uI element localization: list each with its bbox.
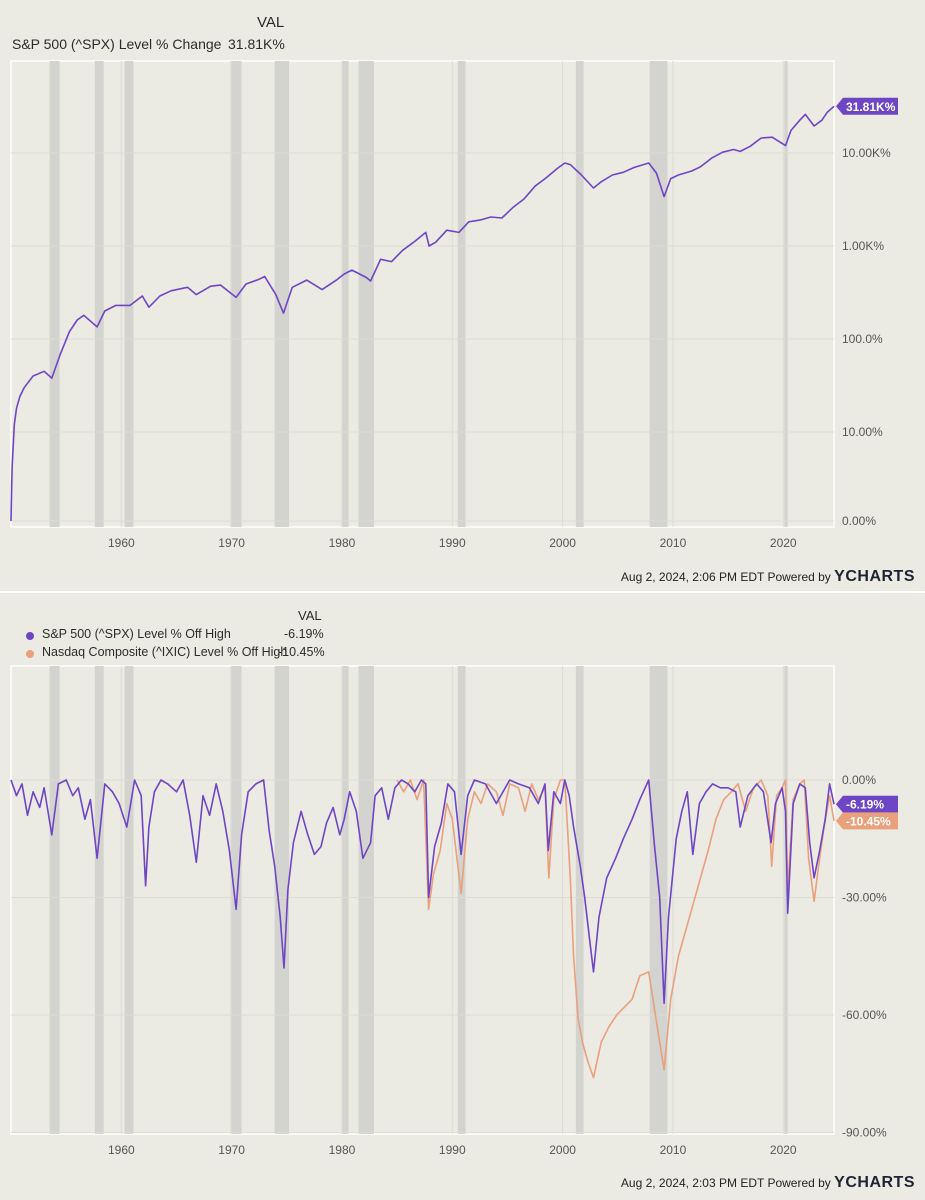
series-line [10, 779, 835, 1005]
timestamp-text: Aug 2, 2024, 2:03 PM EDT Powered by [620, 1176, 831, 1190]
series-line [10, 105, 835, 522]
end-value-label: -10.45% [846, 814, 891, 828]
recession-band [649, 61, 668, 527]
recession-band [274, 61, 290, 527]
bottom-chart-panel: VAL S&P 500 (^SPX) Level % Off High -6.1… [0, 594, 925, 1200]
y-tick-label: -60.00% [842, 1008, 887, 1022]
plot-border [10, 665, 835, 1135]
end-value-tag [836, 795, 898, 813]
recession-band [358, 666, 374, 1134]
x-tick-label: 2020 [770, 536, 797, 550]
y-tick-label: -30.00% [842, 891, 887, 905]
y-tick-label: -90.00% [842, 1126, 887, 1140]
recession-band [230, 61, 242, 527]
recession-band [341, 61, 349, 527]
recession-band [49, 61, 60, 527]
x-tick-label: 1960 [108, 1143, 135, 1157]
y-tick-label: 10.00% [842, 425, 883, 439]
recession-band [124, 61, 134, 527]
x-tick-label: 2010 [660, 1143, 687, 1157]
legend-value-spx: -6.19% [284, 627, 324, 641]
timestamp-text: Aug 2, 2024, 2:06 PM EDT Powered by [620, 570, 831, 584]
x-tick-label: 1990 [439, 536, 466, 550]
x-tick-label: 2000 [549, 536, 576, 550]
y-tick-label: 100.0% [842, 332, 883, 346]
x-tick-label: 2000 [549, 1143, 576, 1157]
x-tick-label: 2010 [660, 536, 687, 550]
ycharts-logo: YCHARTS [834, 568, 915, 585]
legend-label-nasdaq: Nasdaq Composite (^IXIC) Level % Off Hig… [42, 645, 288, 659]
x-tick-label: 1970 [218, 1143, 245, 1157]
chart-title: S&P 500 (^SPX) Level % Change [12, 36, 222, 52]
val-column-header: VAL [298, 608, 322, 623]
footer: Aug 2, 2024, 2:03 PM EDT Powered by YCHA… [621, 1174, 915, 1192]
recession-band [784, 61, 788, 527]
recession-band [358, 61, 374, 527]
bottom-line-chart: 0.00% -30.00% -60.00% -90.00% 1960 1970 1980 19… [10, 665, 898, 1157]
y-tick-label: 10.00K% [842, 146, 891, 160]
x-tick-label: 2020 [770, 1143, 797, 1157]
legend-dot-spx [26, 632, 34, 640]
end-value-tag [836, 812, 898, 830]
recession-band [457, 666, 466, 1134]
recession-band [49, 666, 60, 1134]
recession-band [94, 666, 104, 1134]
x-tick-label: 1980 [329, 536, 356, 550]
chart-title-value: 31.81K% [228, 36, 285, 52]
legend-value-nasdaq: -10.45% [278, 645, 325, 659]
plot-border [10, 60, 835, 528]
recession-band [124, 666, 134, 1134]
end-value-tag [836, 97, 898, 115]
end-value-label: -6.19% [846, 798, 884, 812]
end-value-label: 31.81K% [846, 100, 896, 114]
x-tick-label: 1960 [108, 536, 135, 550]
y-tick-label: 0.00% [842, 773, 876, 787]
legend-label-spx: S&P 500 (^SPX) Level % Off High [42, 627, 231, 641]
x-tick-label: 1970 [218, 536, 245, 550]
y-tick-label: 1.00K% [842, 239, 884, 253]
recession-band [575, 666, 584, 1134]
recession-band [457, 61, 466, 527]
recession-band [94, 61, 104, 527]
top-chart-panel: VAL S&P 500 (^SPX) Level % Change 31.81K… [0, 0, 925, 592]
recession-band [575, 61, 584, 527]
legend-dot-nasdaq [26, 650, 34, 658]
footer: Aug 2, 2024, 2:06 PM EDT Powered by YCHA… [621, 568, 915, 586]
ycharts-logo: YCHARTS [834, 1174, 915, 1191]
x-tick-label: 1990 [439, 1143, 466, 1157]
series-line [396, 779, 835, 1079]
val-column-header: VAL [257, 14, 285, 31]
y-tick-label: 0.00% [842, 514, 876, 528]
x-tick-label: 1980 [329, 1143, 356, 1157]
panel-divider [0, 591, 925, 593]
top-line-chart: 0.00% 10.00% 100.0% 1.00K% 10.00K% 1960 1970 19… [10, 60, 898, 550]
recession-band [784, 666, 788, 1134]
recession-band [274, 666, 290, 1134]
recession-band [649, 666, 668, 1134]
recession-band [341, 666, 349, 1134]
